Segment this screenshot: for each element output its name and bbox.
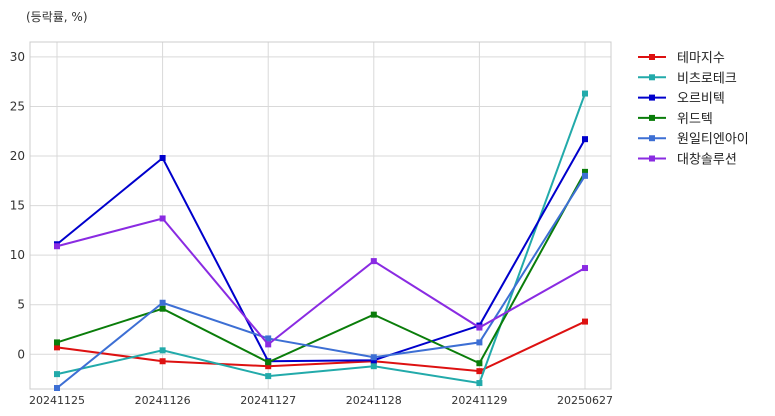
data-point (54, 339, 60, 346)
y-tick-label: 20 (10, 149, 25, 163)
series-line (56, 217, 586, 346)
x-tick-label: 20241126 (135, 394, 191, 407)
legend-label: 위드텍 (677, 112, 713, 127)
data-point (582, 90, 588, 97)
y-tick-label: 30 (10, 50, 25, 64)
data-point (265, 341, 272, 348)
legend-item: 대창솔루션 (638, 153, 737, 168)
legend-item: 비츠로테크 (638, 71, 737, 86)
data-point (159, 299, 166, 306)
legend-marker (649, 54, 655, 60)
legend-label: 원일티엔아이 (677, 132, 749, 147)
legend-label: 비츠로테크 (677, 71, 737, 86)
series-line (56, 138, 586, 363)
data-point (265, 359, 272, 366)
y-tick-label: 25 (10, 99, 25, 113)
data-point (54, 344, 60, 351)
data-point (159, 305, 166, 312)
series-line (56, 171, 586, 365)
x-tick-label: 20241127 (240, 394, 296, 407)
series-5 (54, 172, 588, 392)
y-tick-label: 10 (10, 248, 25, 262)
legend-item: 위드텍 (638, 112, 713, 127)
data-point (582, 318, 588, 325)
data-point (476, 368, 483, 375)
legend-marker (649, 135, 655, 142)
legend-marker (649, 155, 655, 162)
data-point (582, 136, 588, 143)
data-point (476, 324, 483, 331)
x-axis: 20241125 20241126 20241127 20241128 20241129… (29, 394, 613, 407)
series-line (56, 93, 586, 385)
grid (30, 42, 611, 389)
data-point (159, 347, 166, 354)
data-point (476, 339, 483, 346)
data-point (582, 172, 588, 179)
series-4 (54, 168, 588, 367)
series-line (56, 175, 586, 389)
series-group (54, 90, 588, 392)
data-point (265, 363, 272, 370)
data-point (476, 380, 483, 387)
legend-label: 오르비텍 (677, 92, 725, 107)
data-point (582, 265, 588, 272)
legend-marker (649, 94, 655, 101)
y-axis: 0 5 10 15 20 25 30 (10, 50, 25, 361)
data-point (159, 154, 166, 161)
data-point (476, 360, 483, 367)
x-tick-label: 20241128 (346, 394, 402, 407)
y-tick-label: 5 (17, 298, 25, 312)
series-6 (54, 215, 588, 348)
series-line (56, 320, 586, 373)
legend-item: 원일티엔아이 (638, 132, 749, 147)
data-point (54, 385, 60, 392)
data-point (370, 311, 377, 318)
data-point (582, 168, 588, 175)
x-tick-label: 20250627 (557, 394, 613, 407)
data-point (370, 363, 377, 370)
x-tick-label: 20241125 (29, 394, 85, 407)
legend-marker (649, 74, 655, 81)
series-2 (54, 90, 588, 387)
series-3 (54, 136, 588, 365)
legend-item: 테마지수 (638, 51, 725, 66)
x-tick-label: 20241129 (451, 394, 507, 407)
y-tick-label: 15 (10, 199, 25, 213)
legend-item: 오르비텍 (638, 92, 725, 107)
data-point (159, 358, 166, 365)
data-point (54, 243, 60, 250)
data-point (159, 215, 166, 222)
unit-label: (등락률, %) (26, 10, 88, 24)
legend-label: 테마지수 (677, 51, 725, 66)
data-point (370, 354, 377, 361)
data-point (265, 335, 272, 342)
legend-marker (649, 114, 655, 121)
data-point (54, 371, 60, 378)
plot-frame (29, 41, 612, 390)
data-point (265, 373, 272, 380)
legend-label: 대창솔루션 (677, 153, 737, 168)
data-point (370, 258, 377, 265)
y-tick-label: 0 (17, 347, 25, 361)
